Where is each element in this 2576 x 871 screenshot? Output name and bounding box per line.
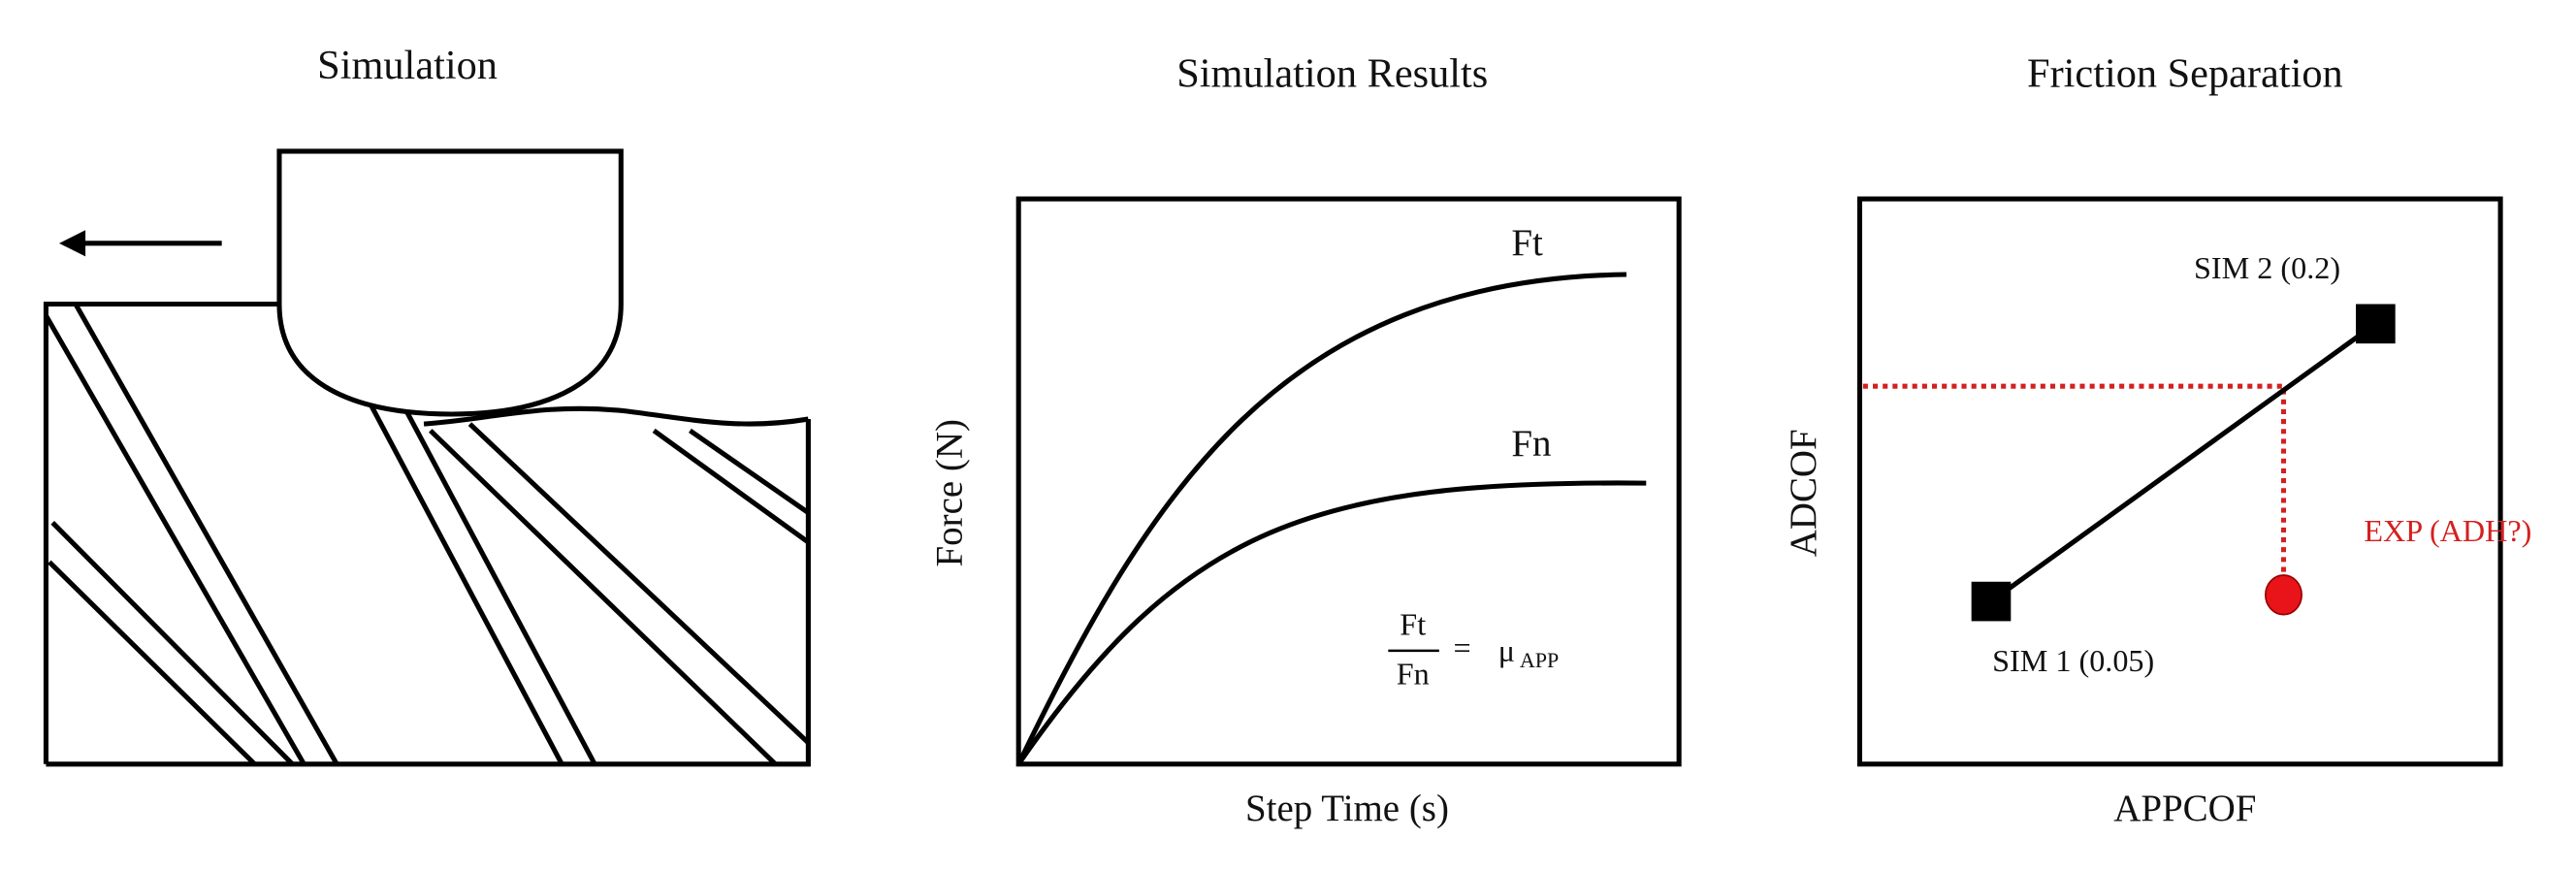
simulation-panel: Simulation — [43, 43, 811, 767]
point-label: SIM 2 (0.2) — [2194, 250, 2340, 285]
exp-point — [2265, 574, 2302, 616]
formula-denominator: Fn — [1397, 656, 1430, 691]
chip-surface — [423, 405, 809, 427]
formula-symbol: μ — [1498, 633, 1515, 668]
curve-label: Ft — [1511, 222, 1543, 264]
results-panel: Simulation Results Force (N) Step Time (… — [928, 50, 1682, 829]
projection-line — [1862, 383, 2287, 584]
arrow-head — [58, 230, 86, 257]
sim-point — [2356, 304, 2396, 344]
plot-frame — [1856, 196, 2503, 767]
panel-title: Friction Separation — [2027, 50, 2343, 96]
formula-numerator: Ft — [1400, 607, 1426, 642]
panel-title: Simulation Results — [1176, 50, 1488, 96]
separation-panel: Friction Separation ADCOF APPCOF SIM 1 (… — [1783, 50, 2531, 828]
y-axis-label: Force (N) — [928, 419, 970, 566]
formula-equals: = — [1453, 629, 1470, 664]
workpiece — [43, 301, 811, 767]
curve-label: Fn — [1511, 423, 1551, 465]
stripes — [44, 303, 811, 766]
point-label: SIM 1 (0.05) — [1992, 643, 2154, 678]
ft-curve — [1015, 272, 1626, 765]
point-label: EXP (ADH?) — [2364, 513, 2531, 548]
formula-subscript: APP — [1520, 648, 1559, 672]
y-axis-label: ADCOF — [1783, 429, 1824, 557]
sim-line — [1989, 321, 2377, 604]
x-axis-label: APPCOF — [2113, 788, 2256, 829]
tool — [276, 148, 624, 417]
fn-curve — [1016, 480, 1647, 766]
x-axis-label: Step Time (s) — [1245, 788, 1449, 829]
plot-frame — [1015, 196, 1682, 767]
panel-title: Simulation — [317, 43, 498, 88]
sim-point — [1971, 581, 2012, 622]
